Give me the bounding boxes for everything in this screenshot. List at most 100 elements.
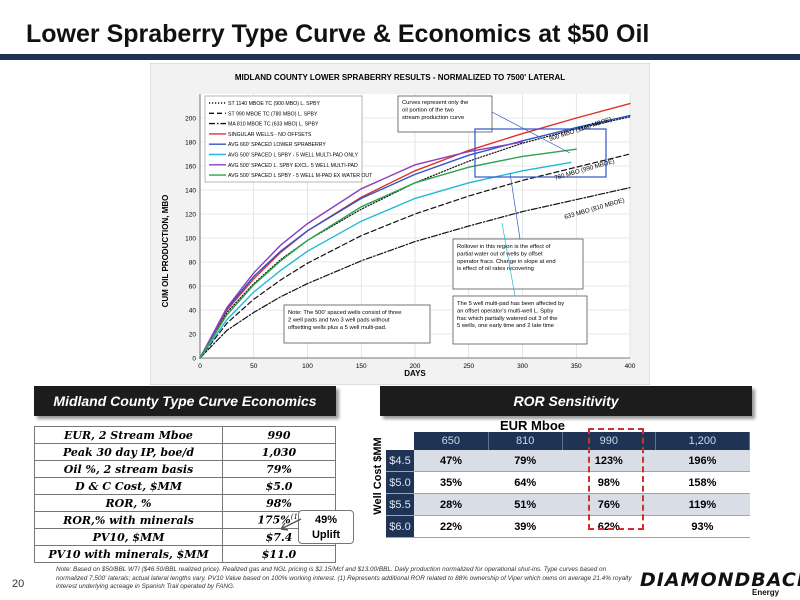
x-axis-label: DAYS <box>404 369 426 378</box>
ror-row-cost: $5.5 <box>386 493 414 516</box>
series-line-1 <box>199 116 631 359</box>
ror-row-cost: $6.0 <box>386 515 414 538</box>
economics-row-value: 990 <box>222 426 336 444</box>
ror-cell: 22% <box>414 515 489 538</box>
series-line-7 <box>199 141 524 359</box>
ror-cell: 64% <box>488 471 563 494</box>
ror-sensitivity-table: 650 810 990 1,200 $4.5 47% 79% 123% 196% $5.0 35% 6… <box>386 432 751 538</box>
y-tick-label: 120 <box>185 212 196 219</box>
legend-label-1: ST 1140 MBOE TC (900 MBO) L. SPBY <box>228 101 321 107</box>
economics-value-text: 98% <box>266 496 292 510</box>
ror-cell: 47% <box>414 450 489 472</box>
x-tick-label: 250 <box>463 363 474 370</box>
page-number: 20 <box>12 578 25 590</box>
series-line-3 <box>199 187 631 359</box>
ror-row: $5.0 35% 64% 98% 158% <box>386 471 750 494</box>
ror-column-header: 1,200 <box>655 432 751 450</box>
rollover-region-box <box>474 128 607 178</box>
slide-title: Lower Spraberry Type Curve & Economics a… <box>26 20 650 48</box>
uplift-callout: 49% Uplift <box>298 510 354 544</box>
uplift-label: Uplift <box>311 529 341 541</box>
curves-note-text: Curves represent only the oil portion of … <box>402 100 468 121</box>
economics-value-text: $7.4 <box>265 530 293 544</box>
legend-label-3: MA 810 MBOE TC (633 MBO) L. SPBY <box>228 122 319 128</box>
company-logo-sub: Energy <box>752 588 780 597</box>
economics-row: EUR, 2 Stream Mboe 990 <box>34 426 336 444</box>
y-tick-label: 40 <box>189 308 197 315</box>
x-tick-label: 300 <box>517 363 528 370</box>
economics-row-value: 1,030 <box>222 443 336 461</box>
rollover-leader <box>509 172 521 240</box>
ror-cell: 39% <box>488 515 563 538</box>
ror-cell: 79% <box>488 450 563 472</box>
y-axis-label: CUM OIL PRODUCTION, MBO <box>161 195 170 308</box>
economics-value-text: $11.0 <box>261 547 297 561</box>
ror-row: $4.5 47% 79% 123% 196% <box>386 450 750 472</box>
x-tick-label: 50 <box>250 363 258 370</box>
y-tick-label: 20 <box>189 332 197 339</box>
legend-label-6: AVG 500' SPACED L SPBY - 5 WELL MULTI-PA… <box>228 153 359 159</box>
economics-row-label: PV10 with minerals, $MM <box>34 545 223 563</box>
ror-title: ROR Sensitivity <box>380 386 752 416</box>
series-line-2 <box>199 153 631 359</box>
ror-cell: 51% <box>488 493 563 516</box>
economics-row: ROR, % 98% <box>34 494 336 512</box>
ror-column-header: 650 <box>414 432 489 450</box>
spacing-note-text: Note: The 500' spaced wells consist of t… <box>288 310 401 331</box>
ror-cell: 123% <box>562 450 656 472</box>
legend-label-7: AVG 500' SPACED L. SPBY EXCL. 5 WELL MUL… <box>228 163 358 169</box>
economics-value-text: 175% <box>257 513 291 527</box>
chart-legend <box>204 95 363 183</box>
economics-row: Peak 30 day IP, boe/d 1,030 <box>34 443 336 461</box>
economics-value-text: $5.0 <box>265 479 293 493</box>
ror-row: $6.0 22% 39% 62% 93% <box>386 515 750 538</box>
economics-row-label: PV10, $MM <box>34 528 223 546</box>
ror-row-cost: $5.0 <box>386 471 414 494</box>
footnote: Note: Based on $50/BBL WTI ($46.50/BBL r… <box>56 566 632 591</box>
economics-panel: Midland County Type Curve Economics EUR,… <box>34 386 336 563</box>
eur-axis-label: EUR Mboe <box>500 418 565 433</box>
rollover-note-text: Rollover in this region is the effect of… <box>457 244 556 272</box>
ror-cell: 158% <box>655 471 750 494</box>
title-divider <box>0 54 800 60</box>
economics-row: D & C Cost, $MM $5.0 <box>34 477 336 495</box>
x-tick-label: 150 <box>356 363 367 370</box>
economics-title: Midland County Type Curve Economics <box>34 386 336 416</box>
economics-row-label: Oil %, 2 stream basis <box>34 460 223 478</box>
x-tick-label: 0 <box>198 363 202 370</box>
y-tick-label: 180 <box>185 140 196 147</box>
economics-row-value: $11.0 <box>222 545 336 563</box>
curves-note-leader <box>491 111 571 154</box>
series-line-5 <box>199 114 631 359</box>
y-tick-label: 80 <box>189 260 197 267</box>
ror-column-header: 990 <box>562 432 656 450</box>
economics-row-label: ROR,% with minerals <box>34 511 223 529</box>
legend-label-5: AVG 660' SPACED LOWER SPRABERRY <box>228 142 326 148</box>
series-line-8 <box>199 148 577 359</box>
y-tick-label: 160 <box>185 164 196 171</box>
economics-row-value: 98% <box>222 494 336 512</box>
rollover-note-box: Rollover in this region is the effect of… <box>452 238 584 290</box>
ror-cell: 98% <box>562 471 656 494</box>
economics-row-label: ROR, % <box>34 494 223 512</box>
y-tick-label: 100 <box>185 236 196 243</box>
economics-value-text: 79% <box>266 462 292 476</box>
economics-row-value: $5.0 <box>222 477 336 495</box>
economics-table: EUR, 2 Stream Mboe 990 Peak 30 day IP, boe… <box>34 426 336 563</box>
economics-row-label: EUR, 2 Stream Mboe <box>34 426 223 444</box>
multipad-leader <box>501 222 516 297</box>
ror-panel: ROR Sensitivity <box>380 386 752 416</box>
company-logo: DIAMONDBACK <box>640 569 800 591</box>
x-tick-label: 400 <box>625 363 636 370</box>
well-cost-axis-label: Well Cost $MM <box>372 437 384 515</box>
ror-cell: 119% <box>655 493 750 516</box>
legend-label-8: AVG 500' SPACED L SPBY - 5 WELL M-PAD EX… <box>228 173 373 179</box>
economics-row: PV10 with minerals, $MM $11.0 <box>34 545 336 563</box>
ror-cell: 196% <box>655 450 750 472</box>
multipad-note-box: The 5 well multi-pad has been affected b… <box>452 295 588 345</box>
y-tick-label: 140 <box>185 188 196 195</box>
x-tick-label: 350 <box>571 363 582 370</box>
economics-row-label: Peak 30 day IP, boe/d <box>34 443 223 461</box>
economics-row-value: 79% <box>222 460 336 478</box>
x-tick-label: 100 <box>302 363 313 370</box>
